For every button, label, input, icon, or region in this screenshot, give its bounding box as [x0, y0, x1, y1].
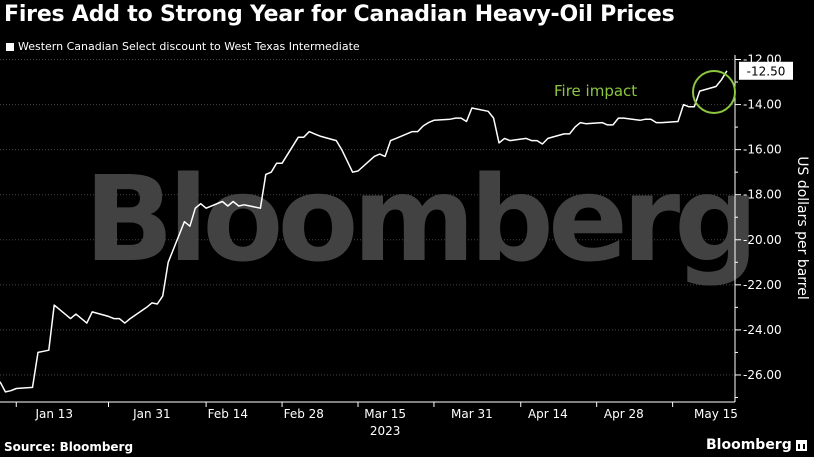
x-tick-label: Apr 14 [528, 407, 568, 421]
x-tick-label: Apr 28 [604, 407, 644, 421]
series-line-wcs-discount [0, 70, 728, 393]
legend-label: Western Canadian Select discount to West… [18, 40, 360, 53]
y-tick-label: -20.00 [743, 233, 782, 247]
y-tick-label: -26.00 [743, 368, 782, 382]
y-axis-title: US dollars per barrel [794, 156, 810, 300]
bloomberg-logo-icon [795, 439, 807, 451]
x-tick-label: Feb 14 [208, 407, 248, 421]
last-value-box [739, 61, 793, 80]
x-tick-label: Jan 13 [34, 407, 73, 421]
y-tick-label: -14.00 [743, 98, 782, 112]
x-tick-label: May 15 [694, 407, 738, 421]
brand-text: Bloomberg [706, 437, 792, 453]
bloomberg-logo: Bloomberg [706, 437, 807, 453]
x-tick-label: Mar 31 [451, 407, 493, 421]
x-axis-year-label: 2023 [370, 424, 401, 438]
last-value-label: -12.50 [747, 64, 786, 78]
x-tick-label: Feb 28 [284, 407, 324, 421]
chart-title: Fires Add to Strong Year for Canadian He… [4, 2, 675, 27]
y-tick-label: -24.00 [743, 323, 782, 337]
fire-impact-circle [692, 70, 736, 114]
fire-impact-label: Fire impact [554, 82, 637, 100]
legend: Western Canadian Select discount to West… [6, 40, 360, 53]
y-tick-label: -16.00 [743, 143, 782, 157]
y-tick-label: -22.00 [743, 278, 782, 292]
source-note: Source: Bloomberg [4, 440, 134, 454]
x-tick-label: Mar 15 [364, 407, 406, 421]
legend-swatch [6, 42, 14, 51]
x-tick-label: Jan 31 [132, 407, 171, 421]
y-tick-label: -18.00 [743, 188, 782, 202]
